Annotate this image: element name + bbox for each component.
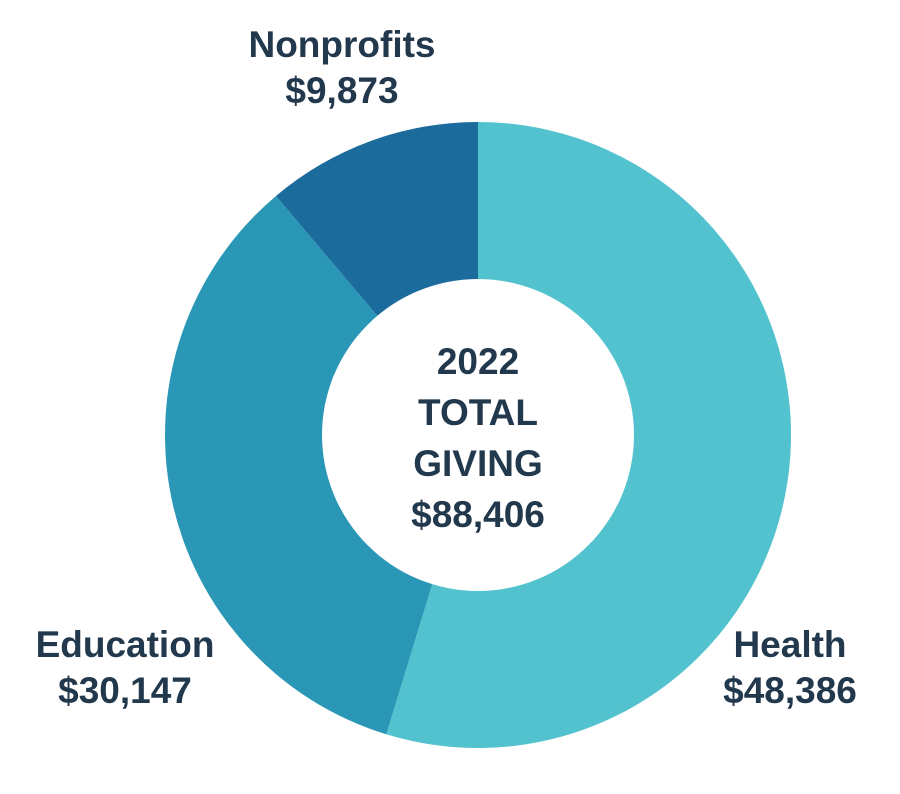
label-nonprofits-value: $9,873 xyxy=(285,70,399,111)
center-label: 2022 TOTAL GIVING $88,406 xyxy=(378,336,578,540)
donut-hole xyxy=(322,279,634,591)
label-health-name: Health xyxy=(733,624,847,665)
label-nonprofits: Nonprofits $9,873 xyxy=(222,22,462,114)
label-education-value: $30,147 xyxy=(58,670,192,711)
center-total: $88,406 xyxy=(411,494,545,535)
label-nonprofits-name: Nonprofits xyxy=(248,24,436,65)
label-education: Education $30,147 xyxy=(5,622,245,714)
label-health-value: $48,386 xyxy=(723,670,857,711)
slice-education xyxy=(164,195,478,735)
center-year: 2022 xyxy=(436,341,520,382)
center-line-2: GIVING xyxy=(413,443,543,484)
label-health: Health $48,386 xyxy=(680,622,900,714)
center-line-1: TOTAL xyxy=(418,392,538,433)
label-education-name: Education xyxy=(35,624,215,665)
